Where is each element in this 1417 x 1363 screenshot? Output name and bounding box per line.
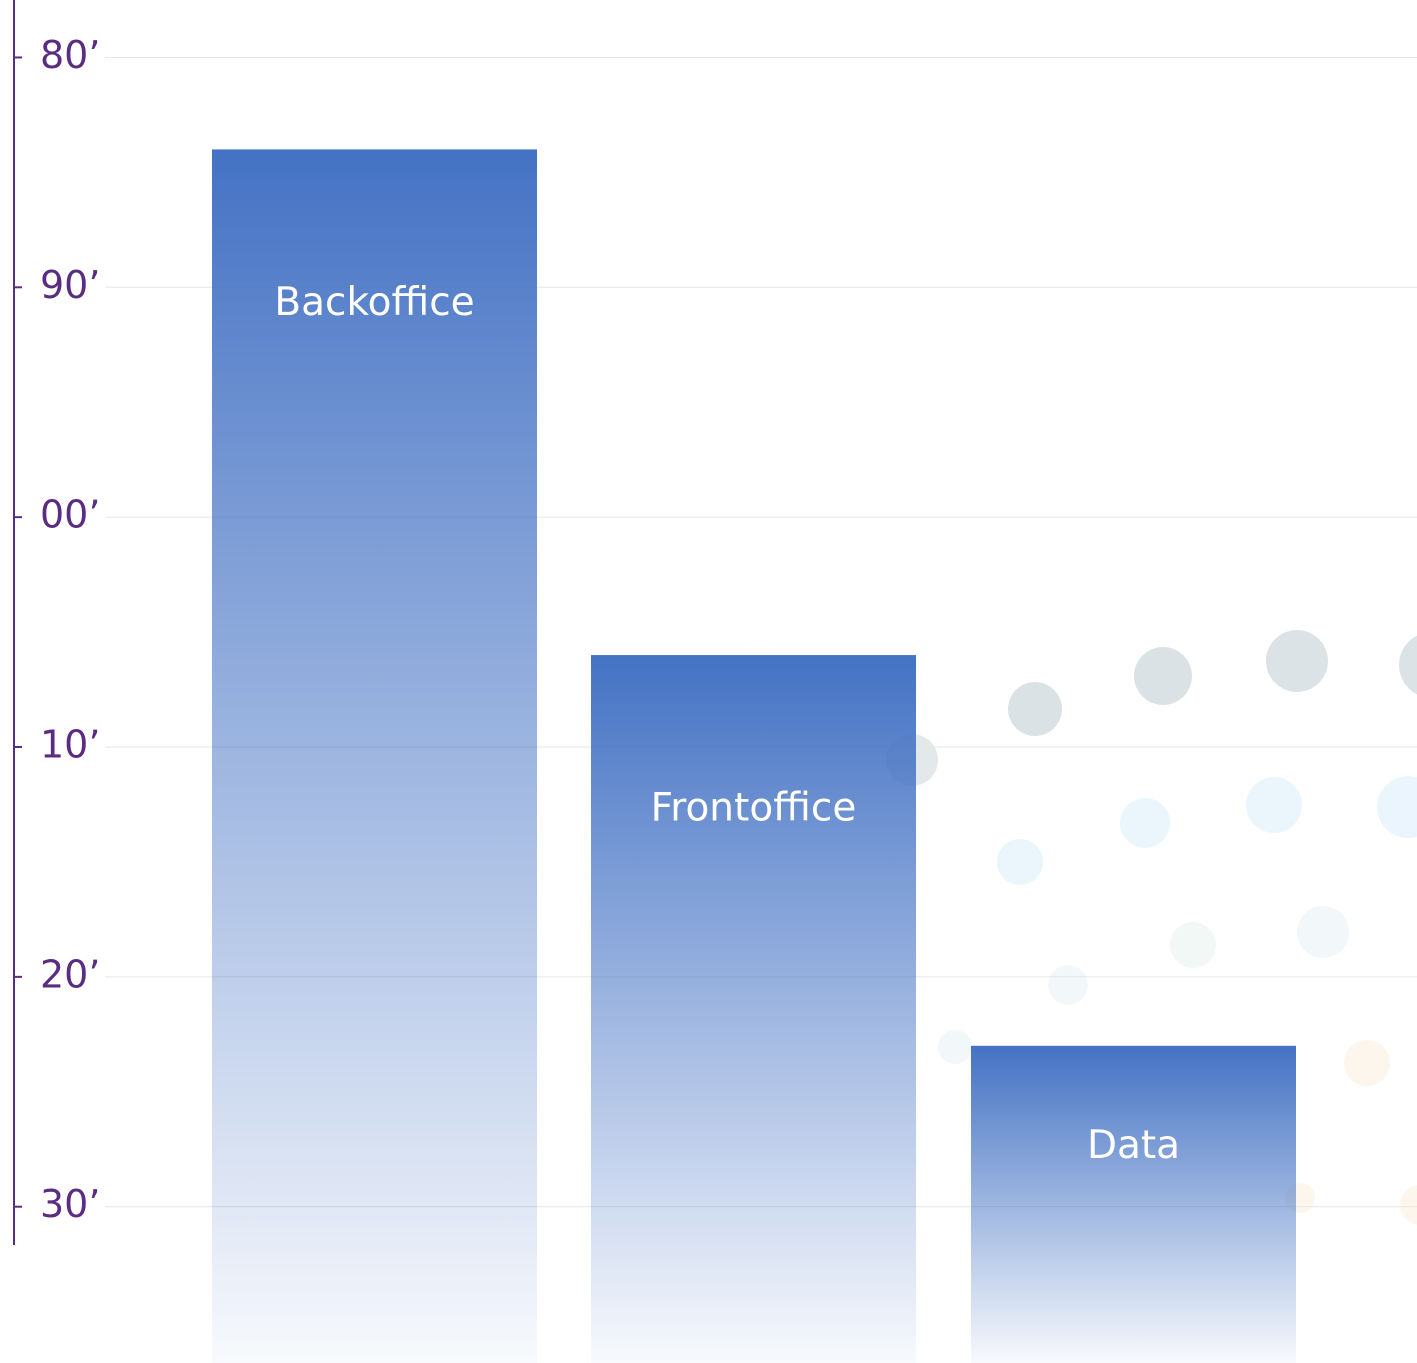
bar-label: Backoffice	[274, 280, 474, 325]
y-tick-label: 00’	[40, 493, 100, 537]
bar	[591, 655, 916, 1363]
y-tick-label: 20’	[40, 952, 100, 996]
bar	[212, 149, 537, 1363]
background-dots	[886, 630, 1417, 1225]
y-tick-label: 90’	[40, 263, 100, 307]
y-tick-label: 30’	[40, 1182, 100, 1226]
bar	[971, 1045, 1296, 1363]
y-tick-label: 80’	[40, 33, 100, 77]
bar-label: Data	[1087, 1123, 1180, 1168]
y-tick-label: 10’	[40, 723, 100, 767]
bar-label: Frontoffice	[651, 786, 857, 831]
